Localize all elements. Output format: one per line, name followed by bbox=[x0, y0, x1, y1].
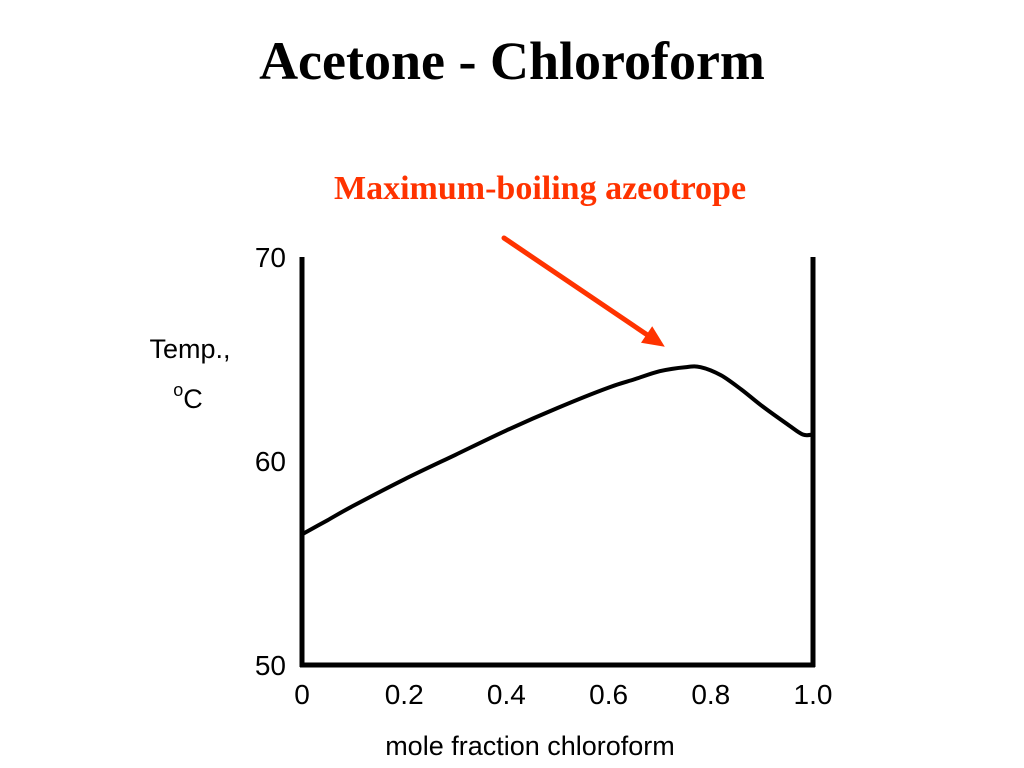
annotation-arrow-shaft bbox=[501, 235, 650, 337]
tick-labels: 0 0.2 0.4 0.6 0.8 1.0 50 60 70 bbox=[255, 242, 833, 710]
x-tick-label: 0.2 bbox=[385, 679, 424, 710]
boiling-point-curve bbox=[300, 364, 815, 537]
x-tick-label: 0.8 bbox=[691, 679, 730, 710]
y-tick-label: 60 bbox=[255, 446, 286, 477]
annotation-arrow-layer bbox=[501, 235, 665, 347]
y-tick-label: 70 bbox=[255, 242, 286, 273]
x-tick-label: 1.0 bbox=[794, 679, 833, 710]
x-tick-label: 0.4 bbox=[487, 679, 526, 710]
curve-layer bbox=[300, 364, 815, 537]
y-tick-label: 50 bbox=[255, 650, 286, 681]
x-tick-label: 0 bbox=[294, 679, 310, 710]
azeotrope-annotation: Maximum-boiling azeotrope bbox=[334, 170, 747, 207]
x-tick-label: 0.6 bbox=[589, 679, 628, 710]
y-axis-label-unit: C bbox=[183, 384, 203, 414]
y-axis-label-line2: oC bbox=[173, 380, 203, 414]
slide-title: Acetone - Chloroform bbox=[259, 31, 765, 91]
y-axis-label-sup: o bbox=[173, 380, 183, 400]
x-axis-label: mole fraction chloroform bbox=[385, 731, 675, 761]
annotation-arrow-head bbox=[641, 326, 665, 347]
axes bbox=[299, 257, 816, 668]
y-axis-label-line1: Temp., bbox=[149, 334, 230, 364]
